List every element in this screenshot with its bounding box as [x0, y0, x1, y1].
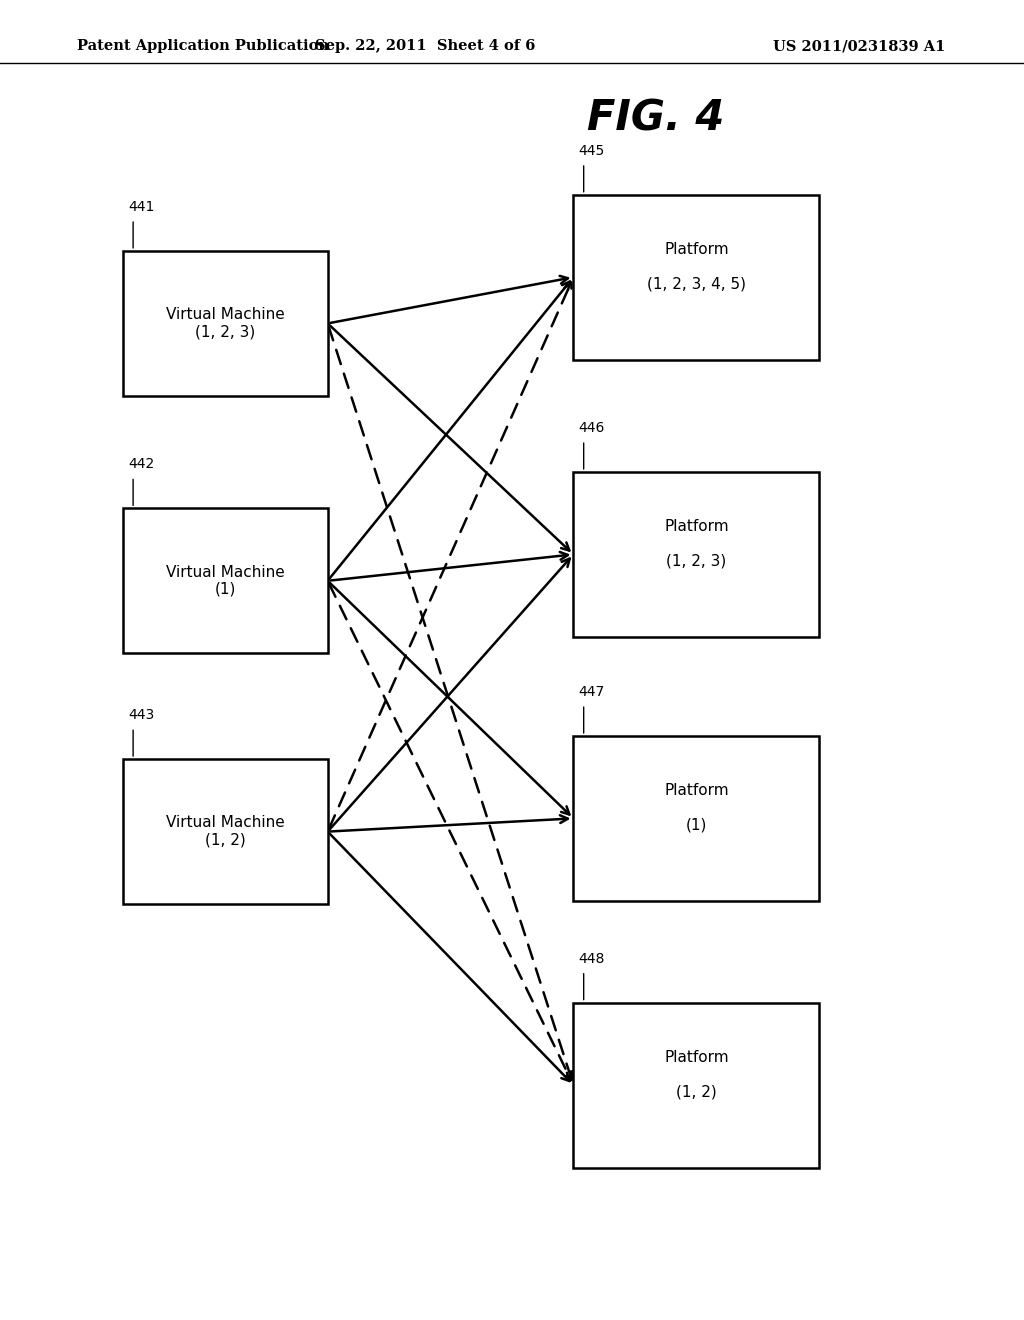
Text: 447: 447 [579, 685, 605, 700]
Text: Patent Application Publication: Patent Application Publication [77, 40, 329, 53]
Text: 445: 445 [579, 144, 605, 158]
Text: Sep. 22, 2011  Sheet 4 of 6: Sep. 22, 2011 Sheet 4 of 6 [314, 40, 536, 53]
Bar [123, 251, 328, 396]
Bar [123, 508, 328, 653]
Text: FIG. 4: FIG. 4 [587, 98, 724, 140]
Text: 442: 442 [128, 457, 155, 471]
Bar [573, 194, 819, 359]
Text: 448: 448 [579, 952, 605, 966]
Text: US 2011/0231839 A1: US 2011/0231839 A1 [773, 40, 945, 53]
Bar [573, 737, 819, 900]
Text: Virtual Machine
(1, 2): Virtual Machine (1, 2) [166, 816, 285, 847]
Text: 446: 446 [579, 421, 605, 436]
Text: Virtual Machine
(1, 2, 3): Virtual Machine (1, 2, 3) [166, 308, 285, 339]
Text: 441: 441 [128, 199, 155, 214]
Text: 443: 443 [128, 708, 155, 722]
Text: Platform

(1, 2): Platform (1, 2) [664, 1049, 729, 1100]
Text: Platform

(1, 2, 3, 4, 5): Platform (1, 2, 3, 4, 5) [647, 242, 745, 292]
Bar [573, 1003, 819, 1168]
Bar [573, 473, 819, 638]
Text: Platform

(1): Platform (1) [664, 783, 729, 833]
Text: Platform

(1, 2, 3): Platform (1, 2, 3) [664, 519, 729, 569]
Text: Virtual Machine
(1): Virtual Machine (1) [166, 565, 285, 597]
Bar [123, 759, 328, 904]
